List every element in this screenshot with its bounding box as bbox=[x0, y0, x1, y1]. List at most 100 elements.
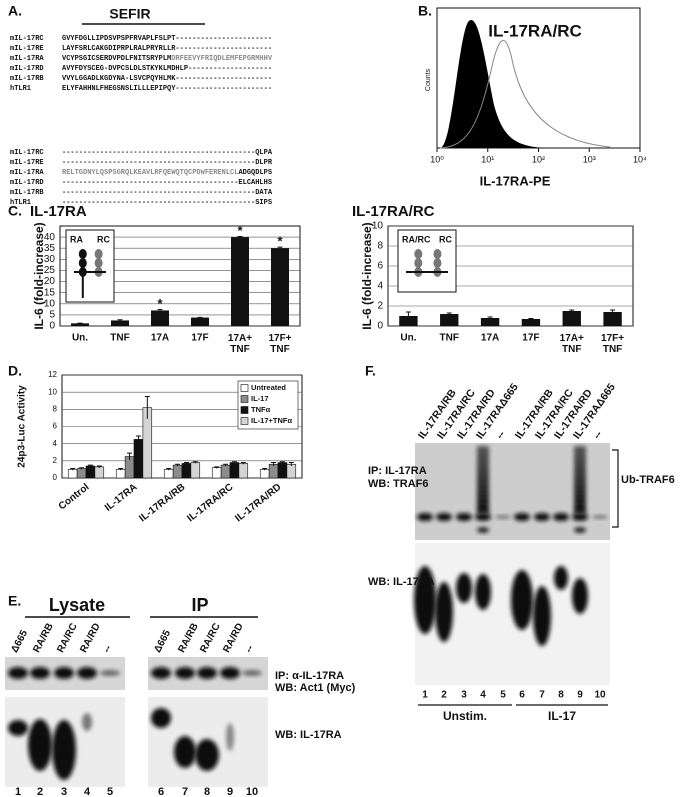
lane-label: -- bbox=[494, 428, 508, 441]
band bbox=[572, 513, 588, 521]
group-label: IL-17 bbox=[548, 709, 576, 723]
group-label: Lysate bbox=[49, 595, 105, 615]
lane-number: 7 bbox=[182, 786, 188, 797]
y-tick-label: 15 bbox=[44, 287, 56, 298]
lane-number: 9 bbox=[227, 786, 233, 797]
legend-swatch bbox=[240, 395, 249, 403]
sequence: RELTGDNYLQSPSGRQLKEAVLRFQEWQTQCPDWFERENL… bbox=[62, 169, 272, 177]
bar bbox=[71, 323, 89, 326]
sequence-segment: VCYPSGICSERDVPDLFNITSRYPLM bbox=[62, 55, 171, 63]
bar bbox=[259, 469, 270, 479]
bar bbox=[562, 311, 581, 326]
y-tick-label: 40 bbox=[44, 232, 56, 243]
error-bar bbox=[166, 468, 172, 471]
inset bbox=[397, 229, 457, 293]
sequence-name: mIL-17RC bbox=[10, 35, 44, 43]
sequence: AVYFDYSCEG-DVPCSLDLSTKYKLMDHLP----------… bbox=[62, 65, 272, 73]
y-tick-label: 5 bbox=[49, 310, 55, 321]
error-bar bbox=[144, 395, 150, 419]
y-tick-label: 30 bbox=[44, 254, 56, 265]
y-tick-label: 0 bbox=[49, 321, 55, 332]
bar bbox=[85, 465, 96, 479]
band bbox=[436, 513, 452, 521]
sequence: ----------------------------------------… bbox=[62, 179, 272, 187]
error-bar bbox=[70, 468, 76, 471]
band bbox=[220, 667, 240, 679]
lane-label: Δ665 bbox=[9, 628, 30, 655]
band bbox=[151, 708, 171, 728]
lane-label: -- bbox=[101, 644, 114, 655]
sequence-name: mIL-17RD bbox=[10, 179, 44, 187]
x-tick-label: 10⁴ bbox=[633, 154, 647, 164]
y-tick-label: 6 bbox=[53, 422, 58, 431]
legend-swatch bbox=[240, 384, 249, 392]
bar bbox=[133, 439, 144, 479]
error-bar bbox=[192, 461, 198, 464]
receptor-domain bbox=[433, 258, 442, 268]
receptor-domain bbox=[78, 258, 87, 268]
band bbox=[574, 527, 586, 533]
lane-number: 2 bbox=[37, 786, 43, 797]
bar bbox=[238, 463, 249, 479]
lane-number: 7 bbox=[539, 690, 545, 701]
sequence: VCYPSGICSERDVPDLFNITSRYPLMDRFEEVYFRIQDLE… bbox=[62, 55, 273, 63]
band bbox=[175, 667, 195, 679]
band bbox=[592, 515, 608, 519]
error-bar bbox=[528, 318, 534, 320]
lane-label: RA/RC bbox=[55, 622, 80, 655]
bar bbox=[191, 317, 209, 326]
band bbox=[195, 739, 219, 771]
flow-title: IL-17RA/RC bbox=[488, 21, 582, 40]
x-tick-label: Un. bbox=[400, 333, 416, 344]
bar bbox=[94, 466, 105, 479]
lane-number: 4 bbox=[84, 786, 91, 797]
flow-stained bbox=[439, 40, 611, 149]
y-tick-label: 4 bbox=[377, 281, 383, 292]
x-tick-label: 17A+ TNF bbox=[560, 333, 584, 355]
x-tick-label: 17F bbox=[191, 333, 208, 344]
x-tick-label: Un. bbox=[72, 333, 88, 344]
bar bbox=[220, 464, 231, 479]
sequence: ----------------------------------------… bbox=[62, 159, 273, 167]
legend-label: Untreated bbox=[251, 383, 286, 392]
sequence: VVYLGGADLKGDYNA-LSVCPQYHLMK-------------… bbox=[62, 75, 272, 83]
bar bbox=[151, 310, 169, 326]
sequence-name: mIL-17RA bbox=[10, 55, 44, 63]
panel-label: F. bbox=[365, 363, 376, 379]
chart-title: IL-17RA/RC bbox=[352, 203, 435, 220]
receptor-domain bbox=[414, 258, 423, 268]
bar bbox=[67, 469, 78, 479]
legend-label: IL-17+TNFα bbox=[251, 416, 292, 425]
x-tick-label: 10⁰ bbox=[430, 154, 444, 164]
lane-number: 1 bbox=[422, 690, 428, 701]
error-bar bbox=[157, 309, 163, 312]
sequence-segment: ELYFAHHNLFHEGSNSLILLLEPIPQY-------------… bbox=[62, 85, 272, 93]
sequence-segment: DRFEEVYFRIQDLEMFEPGRMHHV bbox=[171, 55, 273, 63]
error-bar bbox=[569, 309, 575, 312]
blot-label: WB: Act1 (Myc) bbox=[275, 682, 356, 694]
band bbox=[553, 513, 569, 521]
y-tick-label: 0 bbox=[53, 473, 58, 482]
receptor-domain bbox=[78, 249, 87, 259]
significance-marker: * bbox=[237, 223, 243, 238]
smear bbox=[574, 446, 586, 514]
sequence-segment: ----------------------------------------… bbox=[62, 159, 273, 167]
x-tick-label: 10¹ bbox=[481, 154, 494, 164]
y-tick-label: 4 bbox=[53, 439, 58, 448]
inset-label: RA bbox=[70, 234, 83, 244]
panel-label: E. bbox=[8, 593, 21, 609]
error-bar bbox=[240, 462, 246, 465]
bar bbox=[399, 316, 418, 326]
y-axis-label: IL-6 (fold-increase) bbox=[32, 222, 46, 329]
bar bbox=[521, 319, 541, 326]
x-tick-label: 17F+ TNF bbox=[268, 333, 291, 355]
blot-label: WB: TRAF6 bbox=[368, 478, 429, 490]
band bbox=[28, 719, 52, 771]
bar bbox=[231, 237, 249, 326]
band bbox=[475, 574, 491, 610]
band bbox=[533, 586, 551, 646]
x-tick-label: 17F bbox=[522, 333, 539, 344]
y-tick-label: 10 bbox=[372, 221, 384, 232]
error-bar bbox=[117, 319, 123, 322]
bar bbox=[115, 469, 126, 479]
